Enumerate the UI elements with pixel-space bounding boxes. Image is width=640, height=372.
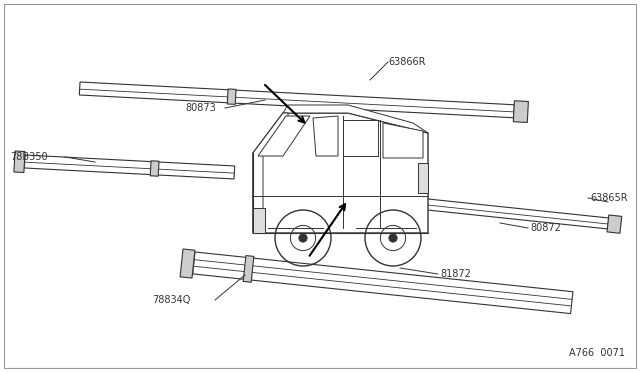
Text: 78B350: 78B350 (10, 152, 47, 162)
Polygon shape (243, 256, 254, 282)
Polygon shape (14, 151, 25, 173)
Polygon shape (253, 113, 288, 233)
Bar (418, 163, 428, 193)
Text: 80872: 80872 (530, 223, 561, 233)
Polygon shape (150, 161, 159, 176)
Polygon shape (343, 120, 378, 156)
Text: 63866R: 63866R (388, 57, 426, 67)
Polygon shape (193, 252, 573, 314)
Text: A766 0071: A766 0071 (569, 348, 625, 358)
Polygon shape (253, 113, 428, 233)
Polygon shape (383, 123, 423, 158)
Polygon shape (389, 195, 609, 229)
Polygon shape (227, 89, 236, 105)
Polygon shape (513, 101, 529, 122)
Polygon shape (180, 249, 195, 278)
Polygon shape (24, 155, 235, 179)
Polygon shape (283, 105, 428, 133)
Polygon shape (313, 116, 338, 156)
Polygon shape (607, 215, 621, 233)
Circle shape (388, 234, 397, 242)
Text: 80873: 80873 (185, 103, 216, 113)
Polygon shape (79, 82, 515, 118)
Polygon shape (258, 116, 310, 156)
Circle shape (299, 234, 307, 242)
Polygon shape (388, 194, 397, 208)
Bar (253, 208, 265, 233)
Text: 81872: 81872 (440, 269, 471, 279)
Text: 63865R: 63865R (590, 193, 628, 203)
Text: 78834Q: 78834Q (152, 295, 190, 305)
